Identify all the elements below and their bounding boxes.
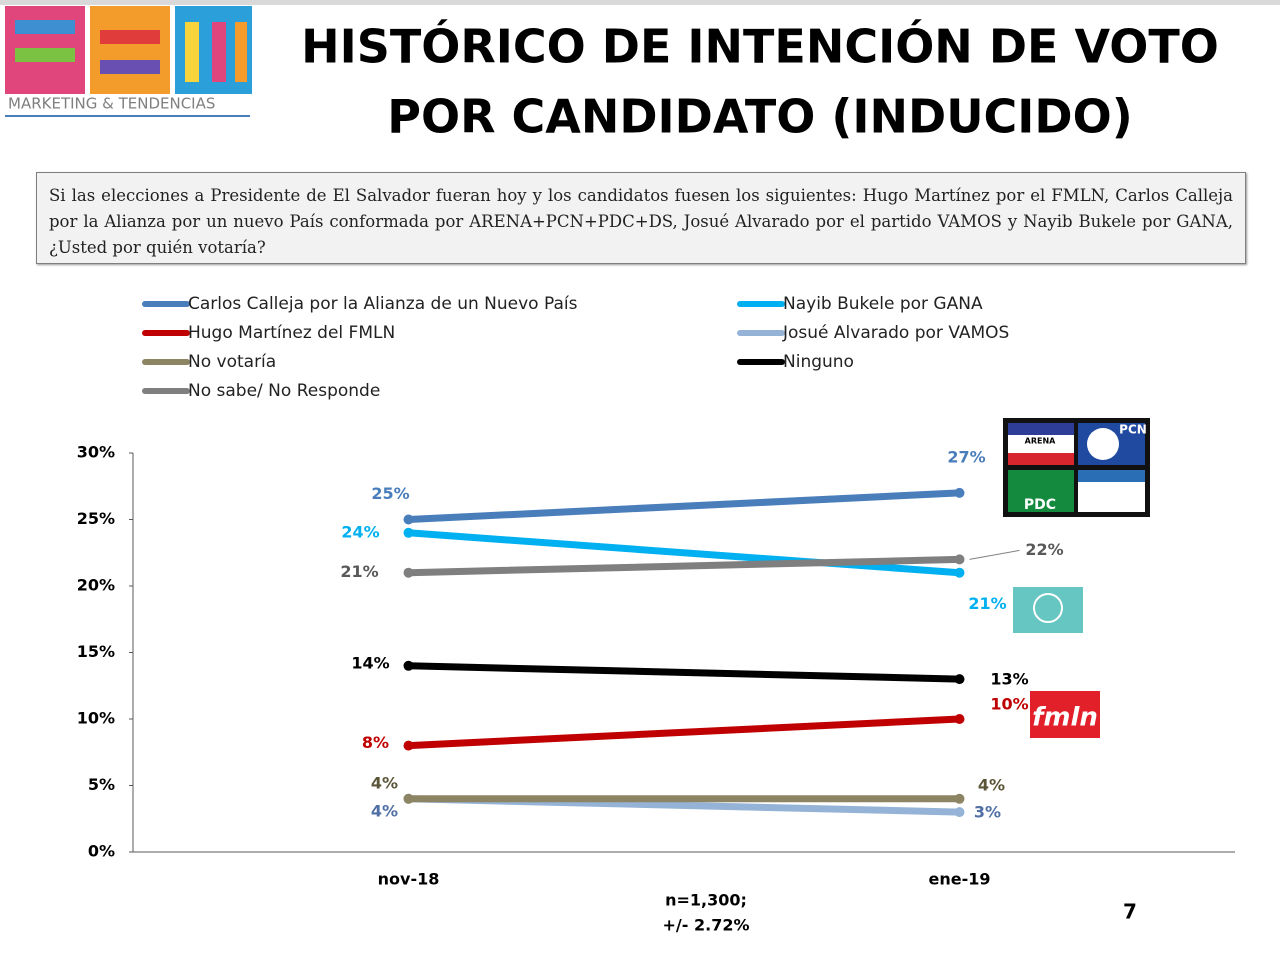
question-box: Si las elecciones a Presidente de El Sal… xyxy=(36,172,1246,264)
legend-label: No votaría xyxy=(188,352,276,372)
page-number: 7 xyxy=(1123,900,1137,924)
data-point xyxy=(403,567,414,578)
series-line xyxy=(405,489,963,523)
brand-text: MARKETING & TENDENCIAS xyxy=(8,95,215,113)
value-label: 4% xyxy=(371,773,398,792)
value-label: 21% xyxy=(340,562,378,581)
legend-label: Ninguno xyxy=(783,352,854,372)
y-tick-label: 20% xyxy=(77,576,115,595)
value-label: 3% xyxy=(974,803,1001,822)
value-label: 13% xyxy=(990,670,1028,689)
logo-text: fmln xyxy=(1032,703,1098,733)
y-tick-label: 25% xyxy=(77,509,115,528)
series-line xyxy=(405,555,963,577)
data-point xyxy=(954,487,965,498)
data-point xyxy=(403,793,414,804)
y-tick-label: 0% xyxy=(88,842,115,861)
legend-label: Carlos Calleja por la Alianza de un Nuev… xyxy=(188,294,578,314)
data-point xyxy=(403,740,414,751)
data-point xyxy=(954,567,965,578)
legend-label: Hugo Martínez del FMLN xyxy=(188,323,395,343)
data-point xyxy=(403,527,414,538)
x-tick-label: ene-19 xyxy=(929,870,991,889)
value-label: 21% xyxy=(968,594,1006,613)
logo-text: PCN xyxy=(1119,423,1147,437)
data-point xyxy=(403,660,414,671)
value-label: 10% xyxy=(990,695,1028,714)
logo-text: PDC xyxy=(1024,497,1056,513)
data-point xyxy=(954,793,965,804)
value-label: 4% xyxy=(371,801,398,820)
series-line xyxy=(405,715,963,750)
data-point xyxy=(954,554,965,565)
series-line xyxy=(405,662,963,683)
legend-label: Nayib Bukele por GANA xyxy=(783,294,983,314)
y-tick-label: 15% xyxy=(77,642,115,661)
sample-note: +/- 2.72% xyxy=(663,916,750,935)
data-point xyxy=(403,514,414,525)
y-tick-label: 30% xyxy=(77,443,115,462)
data-point xyxy=(954,674,965,685)
value-label: 25% xyxy=(371,484,409,503)
top-bar xyxy=(0,0,1280,5)
brand-logo xyxy=(5,6,252,117)
data-point xyxy=(954,807,965,818)
value-label: 27% xyxy=(947,447,985,466)
value-label: 4% xyxy=(978,775,1005,794)
series-line xyxy=(405,529,963,577)
y-tick-label: 5% xyxy=(88,775,115,794)
value-label: 14% xyxy=(351,653,389,672)
title: HISTÓRICO DE INTENCIÓN DE VOTO xyxy=(301,20,1219,74)
logo-text: ARENA xyxy=(1025,437,1057,446)
legend-label: Josué Alvarado por VAMOS xyxy=(782,323,1009,343)
legend-label: No sabe/ No Responde xyxy=(188,381,380,401)
value-label: 22% xyxy=(1025,540,1063,559)
sample-note: n=1,300; xyxy=(665,891,747,910)
y-tick-label: 10% xyxy=(77,709,115,728)
party-logos xyxy=(1003,418,1150,738)
title: POR CANDIDATO (INDUCIDO) xyxy=(387,90,1132,144)
leader-line xyxy=(969,549,1020,560)
data-point xyxy=(954,714,965,724)
value-label: 8% xyxy=(362,733,389,752)
x-tick-label: nov-18 xyxy=(378,870,440,889)
value-label: 24% xyxy=(341,522,379,541)
